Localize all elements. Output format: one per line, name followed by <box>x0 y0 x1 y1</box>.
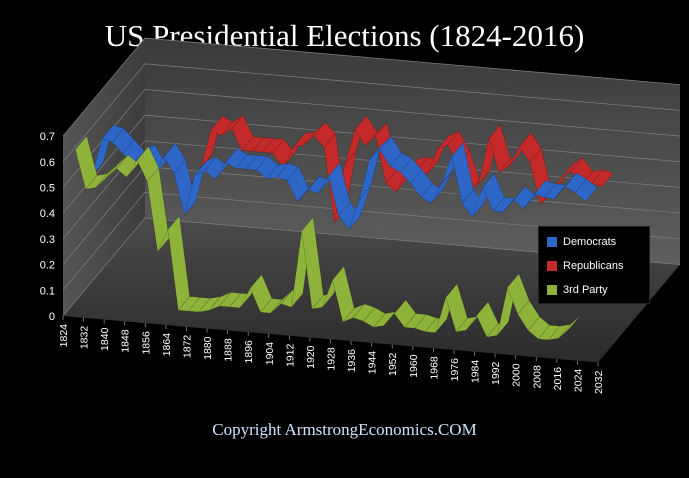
x-tick-label: 2016 <box>552 367 564 391</box>
x-tick-label: 1872 <box>181 335 193 359</box>
series-segment <box>558 315 581 339</box>
back-wall <box>145 38 680 265</box>
legend-label-republicans: Republicans <box>563 260 624 272</box>
x-tick-label: 1912 <box>284 344 296 368</box>
x-tick-label: 1904 <box>264 342 276 366</box>
legend-item-third-party: 3rd Party <box>547 282 608 298</box>
y-tick-label: 0.4 <box>40 208 55 220</box>
series-layer <box>75 114 614 341</box>
series-segment <box>591 169 614 188</box>
series-democrats <box>91 124 598 230</box>
gridline <box>62 217 681 317</box>
legend-swatch-third-party <box>547 285 557 295</box>
x-tick-label: 1896 <box>243 340 255 364</box>
gridline <box>62 37 681 137</box>
x-tick-label: 1864 <box>161 333 173 357</box>
y-tick-label: 0.3 <box>40 234 55 246</box>
x-tick-label: 1920 <box>305 345 317 369</box>
x-tick-label: 2000 <box>511 363 523 387</box>
y-tick-label: 0.2 <box>40 260 55 272</box>
gridline <box>62 63 681 163</box>
copyright-text: Copyright ArmstrongEconomics.COM <box>212 420 477 439</box>
x-tick-label: 1984 <box>470 360 482 384</box>
x-tick-label: 1824 <box>58 324 70 348</box>
x-tick-label: 1840 <box>99 327 111 351</box>
x-tick-label: 1832 <box>79 326 91 350</box>
y-tick-label: 0.6 <box>40 157 55 169</box>
legend: Democrats Republicans 3rd Party <box>538 226 650 304</box>
x-tick-label: 1856 <box>140 331 152 355</box>
x-tick-label: 1968 <box>428 356 440 380</box>
gridline <box>62 191 681 291</box>
x-tick-label: 1888 <box>223 338 235 362</box>
x-tick-label: 2032 <box>593 370 605 394</box>
legend-swatch-republicans <box>547 261 557 271</box>
x-tick-label: 1936 <box>346 349 358 373</box>
legend-swatch-democrats <box>547 237 557 247</box>
x-tick-label: 1928 <box>326 347 338 371</box>
legend-label-third-party: 3rd Party <box>563 284 608 296</box>
series-3rd-party <box>75 135 581 341</box>
series-segment <box>575 178 598 202</box>
legend-label-democrats: Democrats <box>563 236 617 248</box>
x-tick-label: 1944 <box>367 351 379 375</box>
x-tick-label: 1848 <box>120 329 132 353</box>
legend-item-republicans: Republicans <box>547 258 624 274</box>
axis-layer: 0 0.1 0.2 0.3 0.4 0.5 0.6 0.7 1824 1832 1840 1848 18… <box>40 131 605 394</box>
y-tick-label: 0.5 <box>40 183 55 195</box>
x-tick-label: 2008 <box>531 365 543 389</box>
x-tick-label: 1960 <box>408 354 420 378</box>
x-tick-label: 1880 <box>202 336 214 360</box>
y-tick-label: 0.7 <box>40 131 55 143</box>
x-tick-label: 2024 <box>572 369 584 393</box>
y-tick-label: 0 <box>49 311 55 323</box>
x-tick-label: 1992 <box>490 361 502 385</box>
gridline <box>62 140 681 240</box>
legend-item-democrats: Democrats <box>547 234 616 250</box>
x-tick-label: 1952 <box>387 352 399 376</box>
y-tick-label: 0.1 <box>40 285 55 297</box>
x-tick-label: 1976 <box>449 358 461 382</box>
